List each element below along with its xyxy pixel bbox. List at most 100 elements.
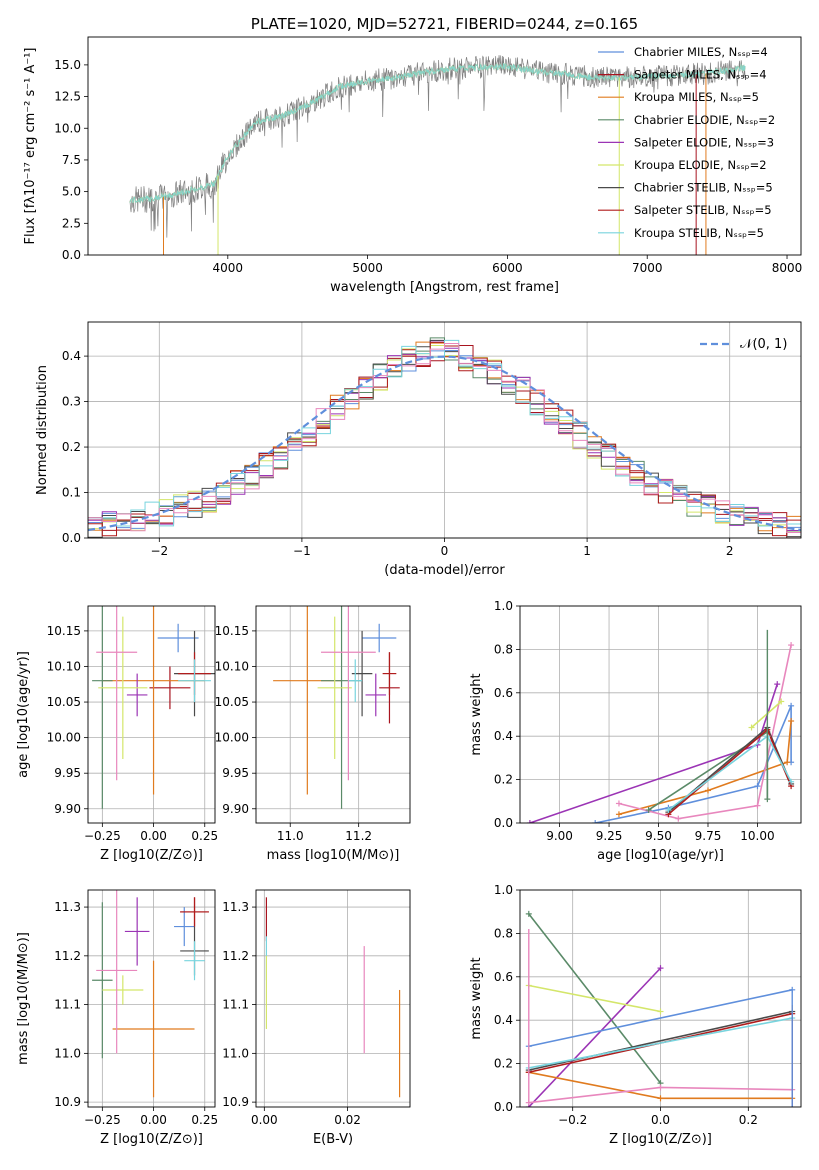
x-axis-label: Z [log10(Z/Z⊙)] (100, 848, 203, 863)
y-tick-label: 0.8 (494, 926, 513, 940)
plot-area (525, 910, 796, 1107)
plot-frame (519, 889, 802, 1108)
x-tick-label: −0.25 (84, 1113, 121, 1127)
x-axis-label: wavelength [Angstrom, rest frame] (330, 280, 559, 295)
x-tick-label: 10.00 (740, 829, 774, 843)
plot-area (92, 890, 209, 1098)
legend-entry: 𝒩(0, 1) (740, 337, 787, 352)
panel-2: −0.25 0.00 0.25 9.90 9.95 10.00 10.05 10.10 10.1… (16, 605, 218, 863)
x-axis-label: (data-model)/error (384, 563, 505, 578)
x-tick-label: 0.25 (191, 1113, 218, 1127)
y-tick-label: 10.15 (47, 624, 81, 638)
y-tick-label: 10.0 (54, 121, 81, 135)
y-tick-label: 9.95 (54, 766, 81, 780)
plot-frame (519, 605, 802, 824)
legend-entry: Salpeter STELIB, Nₛₛₚ=5 (634, 203, 772, 217)
series-line (618, 720, 792, 816)
y-tick-label: 10.00 (47, 731, 81, 745)
x-axis-label: mass [log10(M/M⊙)] (267, 848, 400, 863)
legend-entry: Kroupa STELIB, Nₛₛₚ=5 (634, 226, 764, 240)
x-tick-label: 1 (583, 544, 591, 558)
y-tick-label: 9.90 (222, 802, 249, 816)
panel-4: 9.00 9.25 9.50 9.75 10.00 0.0 0.2 0.4 0.6 0.8 1.0 a… (469, 599, 802, 863)
x-tick-label: 9.25 (596, 829, 623, 843)
y-tick-label: 1.0 (494, 883, 513, 897)
plot-frame (87, 36, 802, 256)
y-tick-label: 10.9 (222, 1095, 249, 1109)
y-tick-label: 7.5 (62, 153, 81, 167)
legend-entry: Chabrier ELODIE, Nₛₛₚ=2 (634, 113, 775, 127)
x-tick-label: 0.02 (334, 1113, 361, 1127)
chart-title: PLATE=1020, MJD=52721, FIBERID=0244, z=0… (251, 15, 638, 33)
y-tick-label: 10.05 (47, 695, 81, 709)
series-line (667, 728, 792, 815)
y-tick-label: 9.95 (222, 766, 249, 780)
panel-1: −2 −1 0 1 2 0.0 0.1 0.2 0.3 0.4 (data-model)/error… (35, 321, 802, 578)
y-tick-label: 10.10 (47, 659, 81, 673)
x-tick-label: −0.25 (84, 829, 121, 843)
x-tick-label: 2 (726, 544, 734, 558)
x-tick-label: 11.0 (277, 829, 304, 843)
plot-frame (87, 321, 802, 539)
plot-area (92, 606, 215, 809)
x-tick-label: −2 (150, 544, 168, 558)
y-tick-label: 11.3 (54, 900, 81, 914)
y-tick-label: 10.10 (215, 659, 249, 673)
x-tick-label: −1 (293, 544, 311, 558)
y-tick-label: 2.5 (62, 216, 81, 230)
legend-entry: Kroupa ELODIE, Nₛₛₚ=2 (634, 158, 767, 172)
y-tick-label: 0.2 (494, 1057, 513, 1071)
y-tick-label: 11.2 (222, 949, 249, 963)
y-axis-label: mass weight (469, 673, 484, 755)
x-tick-label: 9.75 (695, 829, 722, 843)
plot-area (273, 606, 400, 809)
x-tick-label: 0.00 (140, 1113, 167, 1127)
plot-frame (87, 605, 216, 824)
y-tick-label: 0.4 (494, 1013, 513, 1027)
plot-area (88, 337, 801, 538)
x-tick-label: −0.2 (558, 1113, 587, 1127)
x-tick-label: 0.25 (191, 829, 218, 843)
y-tick-label: 11.0 (222, 1046, 249, 1060)
y-tick-label: 0.6 (494, 970, 513, 984)
series-line (528, 984, 661, 1013)
normal-curve (88, 355, 801, 532)
y-axis-label: Normed distribution (35, 365, 50, 495)
y-tick-label: 12.5 (54, 90, 81, 104)
y-tick-label: 11.2 (54, 949, 81, 963)
y-tick-label: 5.0 (62, 185, 81, 199)
plot-area (129, 55, 746, 255)
panel-3: 11.0 11.2 9.90 9.95 10.00 10.05 10.10 10.15 mass… (215, 605, 411, 863)
y-axis-label: mass weight (469, 957, 484, 1039)
y-tick-label: 11.1 (54, 998, 81, 1012)
y-tick-label: 0.0 (494, 816, 513, 830)
x-tick-label: 0 (441, 544, 449, 558)
x-tick-label: 0.2 (739, 1113, 758, 1127)
plot-area (526, 629, 795, 823)
series-line (751, 700, 782, 729)
x-axis-label: Z [log10(Z/Z⊙)] (609, 1132, 712, 1147)
y-tick-label: 10.00 (215, 731, 249, 745)
series-line (528, 989, 793, 1048)
y-axis-label: mass [log10(M/M⊙)] (16, 932, 31, 1065)
x-tick-label: 9.00 (546, 829, 573, 843)
x-tick-label: 7000 (632, 261, 663, 275)
y-tick-label: 0.6 (494, 686, 513, 700)
y-tick-label: 0.0 (62, 531, 81, 545)
series-line (528, 1017, 793, 1069)
y-tick-label: 0.2 (494, 773, 513, 787)
x-tick-label: 4000 (213, 261, 244, 275)
y-tick-label: 0.3 (62, 395, 81, 409)
y-tick-label: 0.0 (494, 1100, 513, 1114)
y-tick-label: 11.0 (54, 1046, 81, 1060)
legend-entry: Salpeter ELODIE, Nₛₛₚ=3 (634, 135, 774, 149)
y-tick-label: 0.4 (62, 349, 81, 363)
y-tick-label: 11.1 (222, 998, 249, 1012)
legend-entry: Chabrier STELIB, Nₛₛₚ=5 (634, 181, 773, 195)
plot-frame (255, 889, 411, 1108)
y-tick-label: 0.4 (494, 729, 513, 743)
legend-entry: Kroupa MILES, Nₛₛₚ=5 (634, 90, 759, 104)
x-axis-label: age [log10(age/yr)] (597, 848, 724, 863)
model-spectrum-kroupa_stelib (129, 63, 746, 204)
